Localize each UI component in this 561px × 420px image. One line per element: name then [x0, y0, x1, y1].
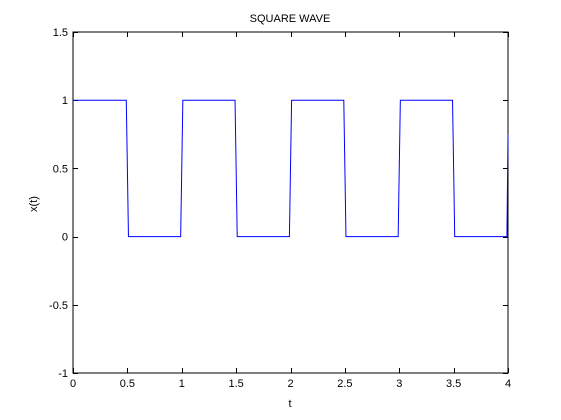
x-tick-label: 3.5 [446, 378, 461, 390]
square-wave-line [73, 99, 509, 238]
y-tick-label: -1 [58, 368, 68, 380]
x-axis-ticks: 0 0.5 1 1.5 2 2.5 3 3.5 4 [70, 32, 511, 390]
y-tick-label: -0.5 [49, 300, 68, 312]
x-tick-label: 0 [70, 378, 76, 390]
x-tick-label: 0.5 [120, 378, 135, 390]
y-tick-label: 0.5 [53, 163, 68, 175]
y-tick-label: 0 [62, 232, 68, 244]
x-axis-label: t [288, 398, 291, 410]
y-tick-label: 1.5 [53, 27, 68, 39]
x-tick-label: 4 [505, 378, 511, 390]
x-tick-label: 2 [287, 378, 293, 390]
x-tick-label: 1 [179, 378, 185, 390]
x-tick-label: 3 [396, 378, 402, 390]
y-axis-label: x(t) [28, 196, 40, 212]
x-tick-label: 1.5 [228, 378, 243, 390]
plot-area [72, 31, 509, 374]
y-tick-label: 1 [62, 95, 68, 107]
chart-title: SQUARE WAVE [250, 13, 331, 25]
plot-box [72, 31, 509, 374]
x-tick-label: 2.5 [337, 378, 352, 390]
series-layer [73, 99, 509, 238]
